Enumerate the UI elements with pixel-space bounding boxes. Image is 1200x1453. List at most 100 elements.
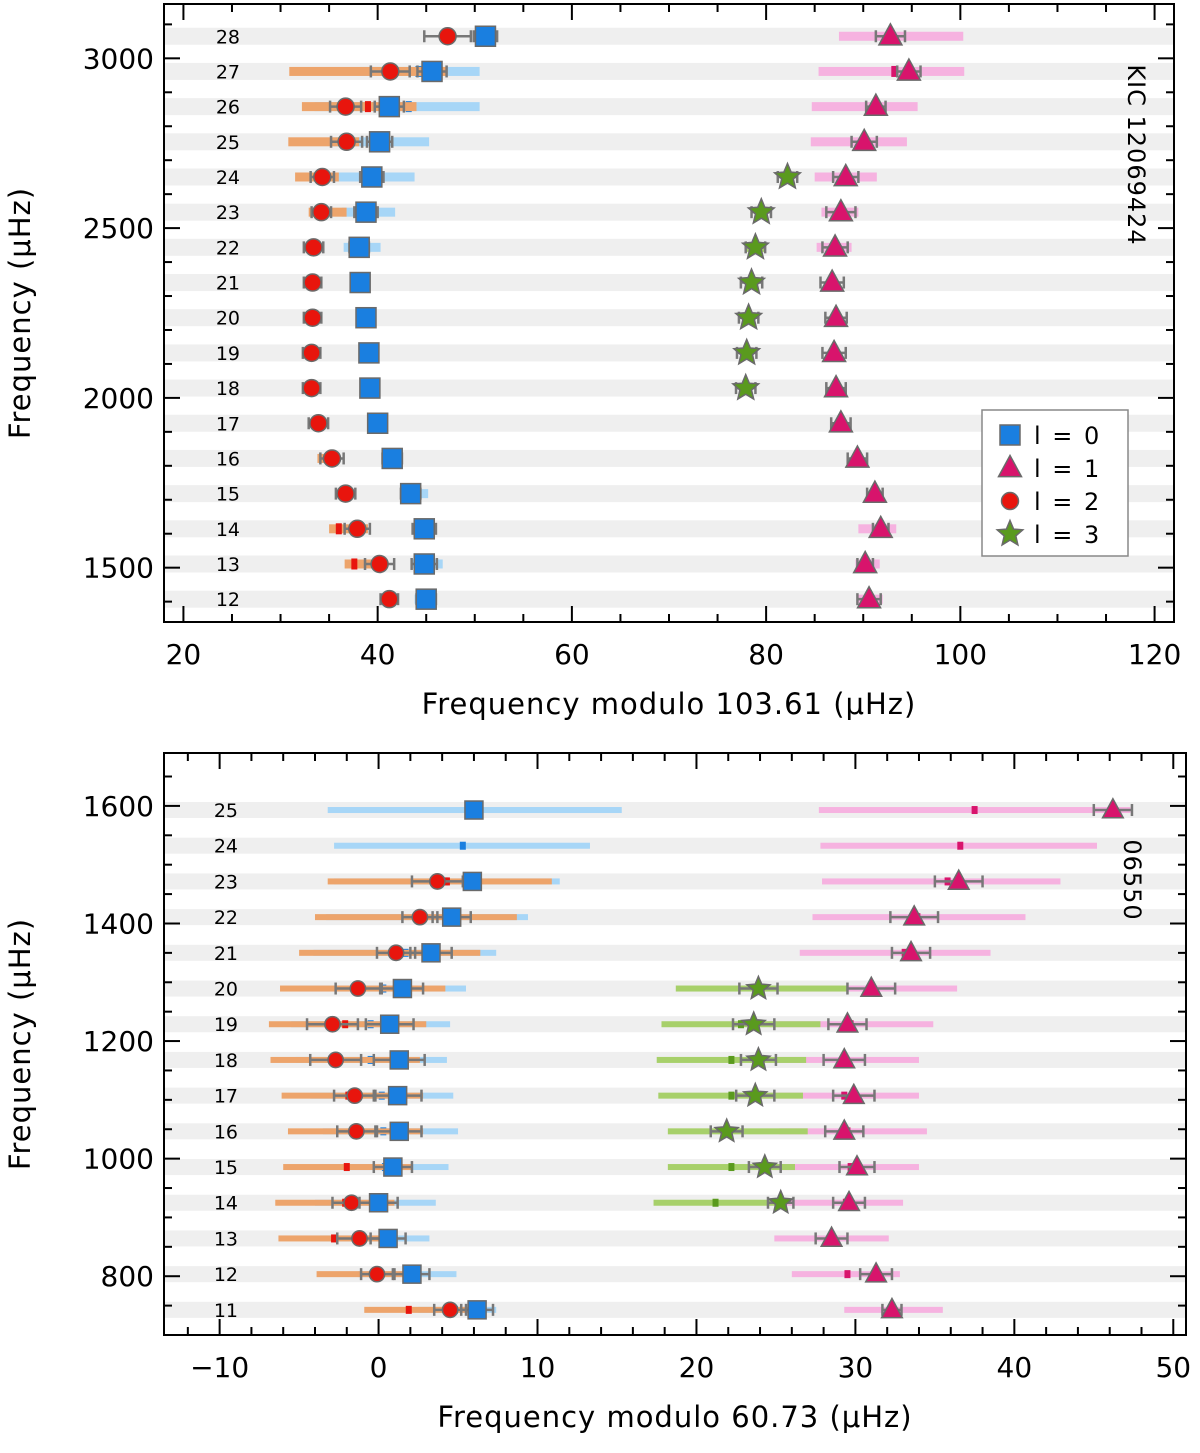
l1-mode-n11 xyxy=(880,1296,904,1319)
y-tick-label: 1400 xyxy=(83,907,154,940)
l1-band-n26 xyxy=(811,102,918,112)
order-stripe-28 xyxy=(164,27,1174,45)
order-label-26: 26 xyxy=(216,97,240,119)
l2-prior-n26 xyxy=(364,101,371,113)
l2-mode-n25 xyxy=(337,132,356,152)
l3-mode-n20 xyxy=(733,302,764,331)
l2-mode-n24 xyxy=(313,167,332,187)
l2-mode-n21 xyxy=(387,944,405,962)
l1-mode-n20 xyxy=(823,303,849,328)
y-tick-label: 2000 xyxy=(83,382,154,415)
l2-mode-n12 xyxy=(380,589,399,609)
l0-mode-n21 xyxy=(349,271,371,294)
l1-mode-n24 xyxy=(832,162,859,187)
x-tick-label: 40 xyxy=(997,1351,1033,1384)
l0-mode-n11 xyxy=(467,1300,487,1320)
l2-mode-n17 xyxy=(309,414,328,433)
l2-mode-n16 xyxy=(347,1122,365,1140)
l3-mode-n19 xyxy=(740,1010,768,1036)
l1-prior-n25 xyxy=(971,806,978,815)
l3-mode-n20 xyxy=(745,974,772,1000)
order-label-14: 14 xyxy=(214,1193,238,1215)
order-label-16: 16 xyxy=(216,448,240,470)
order-label-17: 17 xyxy=(216,413,240,435)
l0-mode-n20 xyxy=(355,306,377,329)
l0-mode-n25 xyxy=(368,131,391,153)
l1-mode-n23 xyxy=(947,868,971,890)
mode-points xyxy=(305,797,1134,1320)
order-label-22: 22 xyxy=(216,237,240,259)
l1-mode-n13 xyxy=(819,1225,844,1247)
x-tick-label: 10 xyxy=(520,1351,556,1384)
l2-mode-n26 xyxy=(336,97,355,116)
l2-mode-n23 xyxy=(428,873,446,890)
l0-mode-n25 xyxy=(464,800,484,820)
order-label-19: 19 xyxy=(214,1014,238,1036)
y-tick-label: 1600 xyxy=(83,790,154,823)
l3-mode-n18 xyxy=(731,372,761,401)
l3-prior-n15 xyxy=(728,1163,735,1172)
l0-mode-n24 xyxy=(361,166,383,188)
l0-mode-n16 xyxy=(389,1121,409,1142)
order-label-20: 20 xyxy=(216,308,240,330)
l2-mode-n21 xyxy=(303,273,322,292)
order-label-15: 15 xyxy=(216,484,240,506)
order-label-18: 18 xyxy=(214,1050,238,1072)
x-tick-label: 0 xyxy=(370,1351,388,1384)
l1-mode-n25 xyxy=(1101,797,1125,819)
l3-mode-n14 xyxy=(767,1188,795,1215)
l1-mode-n17 xyxy=(842,1082,866,1105)
order-label-13: 13 xyxy=(214,1228,238,1250)
l0-mode-n13 xyxy=(378,1228,398,1249)
y-tick-label: 1000 xyxy=(83,1143,154,1176)
legend-label-l2: l = 2 xyxy=(1034,488,1101,516)
mode-points xyxy=(301,22,922,610)
order-label-24: 24 xyxy=(214,836,238,858)
l3-mode-n23 xyxy=(746,196,776,225)
order-stripe-18 xyxy=(164,379,1174,397)
order-label-23: 23 xyxy=(216,202,240,224)
l1-mode-n14 xyxy=(867,514,894,539)
order-stripe-17 xyxy=(164,414,1174,432)
l0-prior-n24 xyxy=(459,841,466,850)
l0-mode-n18 xyxy=(359,377,381,399)
order-stripe-23 xyxy=(164,873,1186,890)
l0-mode-n17 xyxy=(387,1085,408,1106)
l1-mode-n15 xyxy=(862,479,888,503)
l3-prior-n14 xyxy=(712,1198,719,1207)
x-tick-label: 40 xyxy=(360,638,396,671)
order-label-13: 13 xyxy=(216,554,240,576)
order-stripe-25 xyxy=(164,802,1186,819)
y-tick-label: 3000 xyxy=(83,42,154,75)
bottom-echelle-panel: 25 24 23 22 21 20 19 18 17 16 15 14 13 12 11 −10 0 10 20 30… xyxy=(3,752,1191,1434)
y-axis-title: Frequency (μHz) xyxy=(3,918,37,1170)
l1-mode-n13 xyxy=(852,549,878,574)
order-label-11: 11 xyxy=(214,1300,238,1322)
l3-mode-n22 xyxy=(740,231,771,260)
l0-mode-n15 xyxy=(383,1157,403,1177)
l0-mode-n22 xyxy=(441,907,462,927)
order-stripe-20 xyxy=(164,309,1174,327)
order-stripe-19 xyxy=(164,344,1174,362)
l1-mode-n26 xyxy=(863,92,889,116)
order-stripe-20 xyxy=(164,980,1186,997)
x-tick-label: 80 xyxy=(748,638,784,671)
l2-mode-n22 xyxy=(411,908,429,926)
l0-mode-n28 xyxy=(474,25,497,48)
l1-mode-n21 xyxy=(819,268,845,292)
order-label-21: 21 xyxy=(216,273,240,295)
star-label: KIC 12069424 xyxy=(1122,64,1150,245)
l2-mode-n20 xyxy=(303,308,322,327)
l2-mode-n20 xyxy=(349,980,367,997)
y-tick-label: 1200 xyxy=(83,1025,154,1058)
l2-mode-n28 xyxy=(438,27,457,46)
l0-mode-n12 xyxy=(402,1264,422,1284)
l0-mode-n21 xyxy=(421,943,441,963)
l0-mode-n23 xyxy=(355,201,377,223)
l2-prior-n13 xyxy=(331,1234,338,1243)
order-stripe-13 xyxy=(164,1230,1186,1247)
y-axis-ticks xyxy=(164,775,1186,1336)
top-echelle-panel: 28 27 26 25 24 23 22 21 20 19 18 17 16 15 14 13 12 20 40 60… xyxy=(3,3,1181,721)
legend-label-l1: l = 1 xyxy=(1034,455,1101,483)
